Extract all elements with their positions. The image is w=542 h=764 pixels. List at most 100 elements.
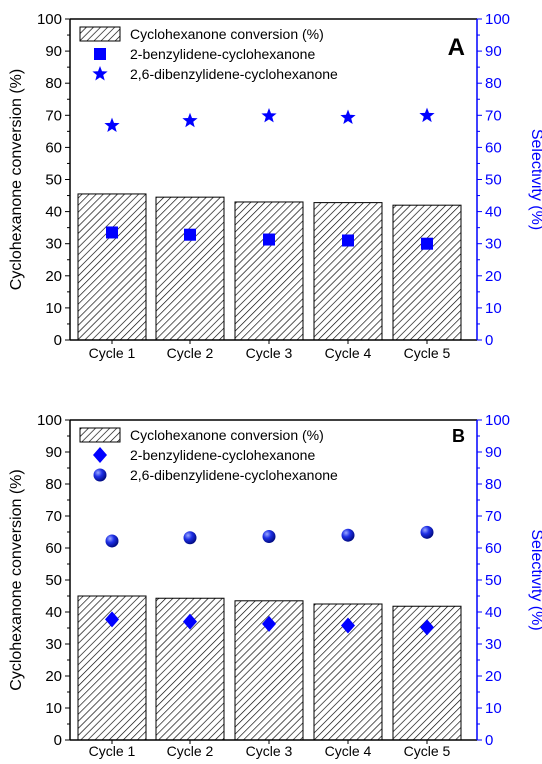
left-tick-label: 70 bbox=[45, 107, 62, 124]
marker-star-cycle-5 bbox=[419, 107, 435, 123]
panel-label: A bbox=[448, 34, 465, 61]
marker-diamond-cycle-1 bbox=[105, 611, 119, 628]
left-tick-label: 0 bbox=[54, 332, 62, 349]
marker-square-cycle-5 bbox=[421, 237, 433, 250]
left-tick-label: 20 bbox=[45, 668, 62, 685]
legend-label: 2,6-dibenzylidene-cyclohexanone bbox=[130, 66, 338, 82]
legend-swatch-bar bbox=[79, 26, 121, 42]
right-tick-label: 40 bbox=[485, 604, 502, 621]
left-tick-label: 20 bbox=[45, 268, 62, 285]
left-tick-label: 10 bbox=[45, 300, 62, 317]
bar-cycle-3 bbox=[234, 201, 304, 341]
chart-panel-b: 0 0 10 10 20 20 30 30 40 40 50 50 60 60 70 70 80 80 90 90 10… bbox=[8, 412, 542, 759]
right-tick-label: 60 bbox=[485, 540, 502, 557]
legend-label: 2-benzylidene-cyclohexanone bbox=[130, 447, 315, 463]
marker-diamond-cycle-3 bbox=[262, 615, 276, 632]
y-axis-title: Cyclohexanone conversion (%) bbox=[8, 69, 25, 290]
left-tick-label: 30 bbox=[45, 636, 62, 653]
right-tick-label: 100 bbox=[485, 11, 510, 28]
right-tick-label: 90 bbox=[485, 43, 502, 60]
left-tick-label: 100 bbox=[37, 11, 62, 28]
y-axis-title: Cyclohexanone conversion (%) bbox=[8, 469, 25, 690]
right-tick-label: 100 bbox=[485, 412, 510, 429]
right-tick-label: 70 bbox=[485, 107, 502, 124]
x-tick-label: Cycle 3 bbox=[246, 345, 293, 361]
marker-star-cycle-2 bbox=[182, 112, 198, 128]
marker-square-cycle-3 bbox=[263, 233, 275, 246]
right-tick-label: 10 bbox=[485, 700, 502, 717]
marker-diamond-cycle-4 bbox=[341, 617, 355, 634]
legend-label: Cyclohexanone conversion (%) bbox=[130, 427, 324, 443]
marker-sphere-cycle-4 bbox=[341, 528, 355, 542]
right-tick-label: 20 bbox=[485, 268, 502, 285]
left-tick-label: 70 bbox=[45, 508, 62, 525]
right-tick-label: 90 bbox=[485, 444, 502, 461]
bar-cycle-2 bbox=[155, 196, 225, 341]
legend-swatch-bar bbox=[79, 427, 121, 443]
x-tick-label: Cycle 2 bbox=[167, 743, 214, 759]
panel-label: B bbox=[452, 426, 465, 446]
right-tick-label: 0 bbox=[485, 732, 493, 749]
bar-cycle-5 bbox=[392, 204, 462, 341]
right-tick-label: 30 bbox=[485, 636, 502, 653]
right-tick-label: 70 bbox=[485, 508, 502, 525]
right-tick-label: 60 bbox=[485, 139, 502, 156]
marker-star-cycle-3 bbox=[261, 107, 277, 123]
chart-panel-a: 0 0 10 10 20 20 30 30 40 40 50 50 60 60 70 70 80 80 90 90 10… bbox=[8, 11, 542, 361]
marker-sphere-cycle-1 bbox=[105, 534, 119, 548]
left-tick-label: 50 bbox=[45, 172, 62, 189]
right-tick-label: 0 bbox=[485, 332, 493, 349]
right-tick-label: 80 bbox=[485, 476, 502, 493]
left-tick-label: 40 bbox=[45, 604, 62, 621]
marker-sphere-cycle-5 bbox=[420, 525, 434, 539]
legend-swatch-square bbox=[94, 48, 106, 60]
left-tick-label: 0 bbox=[54, 732, 62, 749]
x-tick-label: Cycle 1 bbox=[89, 345, 136, 361]
left-tick-label: 80 bbox=[45, 476, 62, 493]
left-tick-label: 60 bbox=[45, 540, 62, 557]
marker-star-cycle-1 bbox=[104, 117, 120, 133]
x-tick-label: Cycle 5 bbox=[404, 743, 451, 759]
y2-axis-title: Selectivity (%) bbox=[528, 529, 542, 630]
marker-square-cycle-1 bbox=[106, 226, 118, 239]
left-tick-label: 90 bbox=[45, 43, 62, 60]
right-tick-label: 50 bbox=[485, 172, 502, 189]
marker-square-cycle-4 bbox=[342, 234, 354, 247]
legend-swatch-sphere bbox=[93, 468, 107, 482]
marker-sphere-cycle-2 bbox=[183, 531, 197, 545]
y2-axis-title: Selectivity (%) bbox=[528, 129, 542, 230]
x-tick-label: Cycle 5 bbox=[404, 345, 451, 361]
legend-label: 2-benzylidene-cyclohexanone bbox=[130, 46, 315, 62]
x-tick-label: Cycle 2 bbox=[167, 345, 214, 361]
right-tick-label: 10 bbox=[485, 300, 502, 317]
left-tick-label: 30 bbox=[45, 236, 62, 253]
legend-label: 2,6-dibenzylidene-cyclohexanone bbox=[130, 467, 338, 483]
right-tick-label: 30 bbox=[485, 236, 502, 253]
bar-cycle-1 bbox=[77, 193, 147, 341]
legend-swatch-diamond bbox=[93, 447, 107, 463]
marker-square-cycle-2 bbox=[184, 228, 196, 241]
marker-diamond-cycle-5 bbox=[420, 619, 434, 636]
left-tick-label: 90 bbox=[45, 444, 62, 461]
marker-star-cycle-4 bbox=[340, 109, 356, 125]
x-tick-label: Cycle 1 bbox=[89, 743, 136, 759]
bar-cycle-4 bbox=[313, 202, 383, 341]
left-tick-label: 100 bbox=[37, 412, 62, 429]
legend-label: Cyclohexanone conversion (%) bbox=[130, 26, 324, 42]
x-tick-label: Cycle 4 bbox=[325, 345, 372, 361]
x-tick-label: Cycle 3 bbox=[246, 743, 293, 759]
left-tick-label: 80 bbox=[45, 75, 62, 92]
right-tick-label: 20 bbox=[485, 668, 502, 685]
right-tick-label: 80 bbox=[485, 75, 502, 92]
left-tick-label: 40 bbox=[45, 204, 62, 221]
right-tick-label: 40 bbox=[485, 204, 502, 221]
right-tick-label: 50 bbox=[485, 572, 502, 589]
marker-sphere-cycle-3 bbox=[262, 529, 276, 543]
marker-diamond-cycle-2 bbox=[183, 613, 197, 630]
left-tick-label: 60 bbox=[45, 139, 62, 156]
left-tick-label: 10 bbox=[45, 700, 62, 717]
x-tick-label: Cycle 4 bbox=[325, 743, 372, 759]
legend-swatch-star bbox=[92, 66, 108, 81]
